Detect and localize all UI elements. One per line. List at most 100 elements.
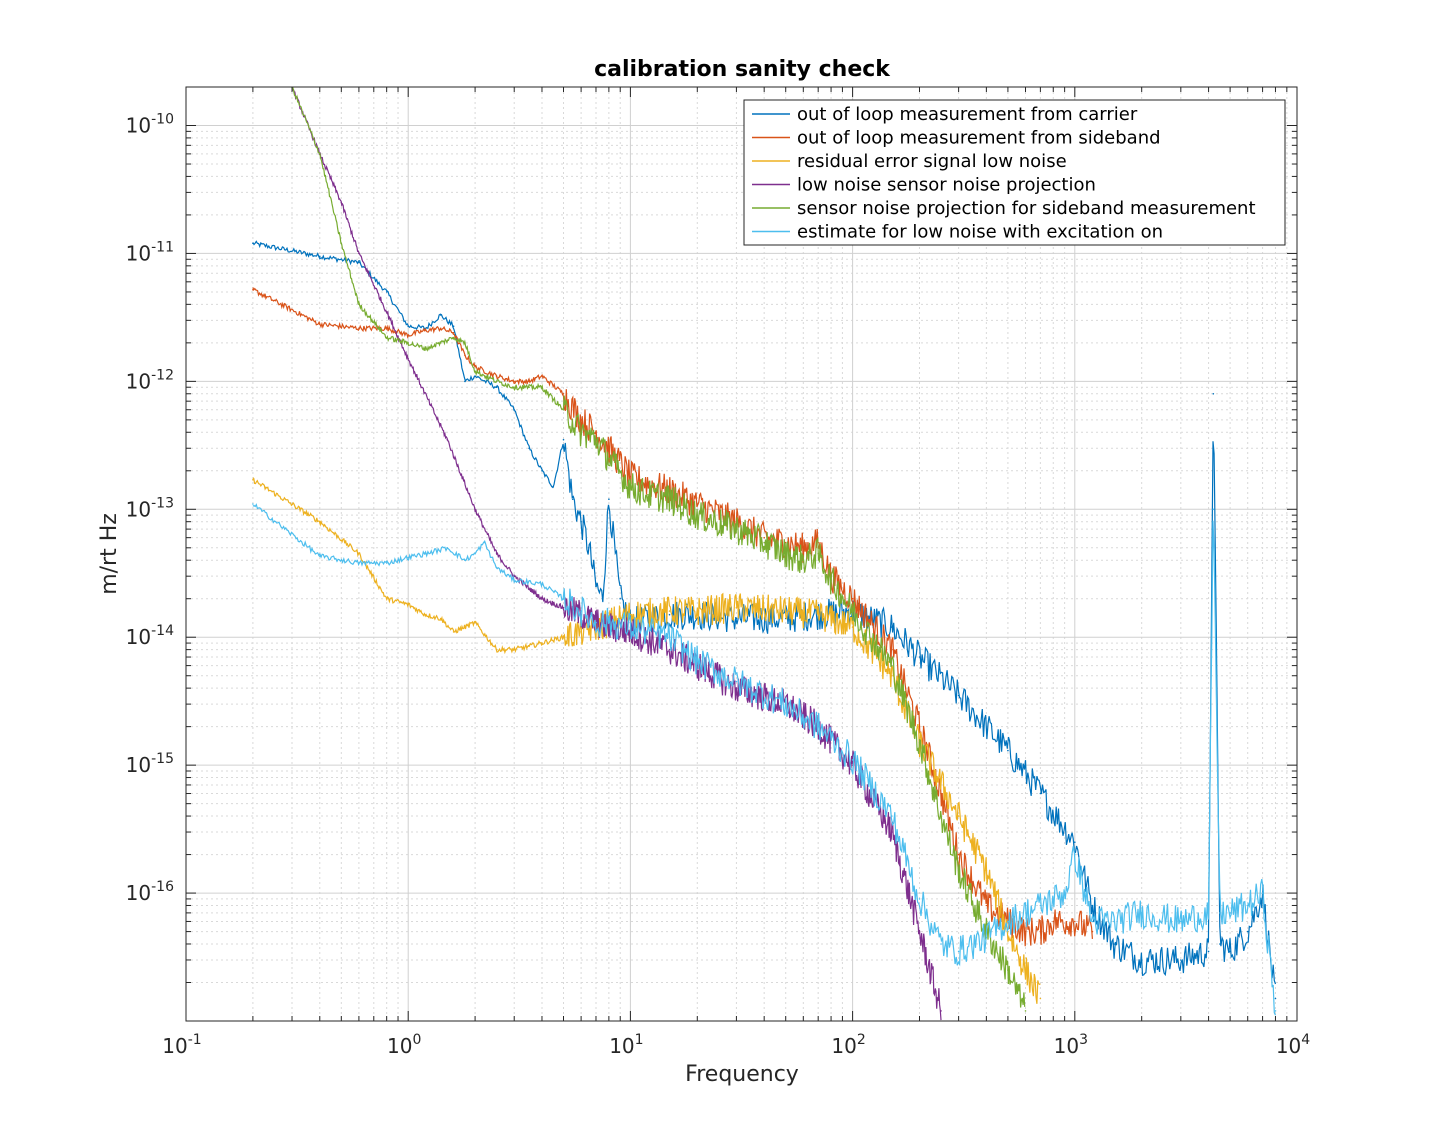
series-1-point [1007, 749, 1009, 752]
series-1-point [1074, 841, 1076, 843]
series-5-point [580, 431, 582, 434]
series-1-point [528, 447, 530, 450]
legend-label: out of loop measurement from sideband [797, 128, 1161, 149]
series-5-point [918, 741, 921, 744]
series-3-point [890, 674, 893, 677]
axis-ticks [185, 86, 1298, 1021]
plot-frame [185, 86, 1298, 1022]
series-5-point [940, 815, 942, 817]
series-1-point [595, 585, 597, 588]
series-2-point [358, 327, 360, 330]
series-5-point [340, 242, 343, 245]
y-tick-label: 10-14 [126, 623, 174, 649]
series-6-point [358, 562, 360, 564]
series-3-point [541, 642, 543, 644]
series-2-point [319, 323, 321, 326]
series-2-point [385, 327, 388, 330]
series-3-point [252, 479, 254, 481]
series-3-point [562, 636, 565, 638]
series-3-point [385, 597, 388, 600]
y-axis-label: m/rt Hz [97, 513, 122, 595]
series-1-point [571, 498, 574, 501]
series-2-point [495, 375, 498, 377]
series-3-point [817, 613, 819, 616]
y-tick-exponent: -13 [151, 495, 174, 511]
series-6-point [252, 503, 254, 505]
series-3-point [464, 626, 466, 628]
series-1-point [452, 325, 455, 328]
series-1-point [735, 617, 738, 620]
series-3-point [580, 631, 582, 633]
series-1-point [385, 291, 388, 293]
y-tick-label: 10-10 [126, 112, 174, 138]
series-5-point [696, 514, 699, 516]
series-3-point [528, 645, 530, 647]
x-tick-exponent: 0 [412, 1032, 421, 1048]
series-6-point [1039, 904, 1042, 907]
series-2-point [513, 380, 515, 383]
series-1-point [918, 656, 921, 658]
series-1-point [1212, 393, 1215, 395]
legend: out of loop measurement from carrier out … [743, 99, 1286, 246]
series-5-point [830, 579, 832, 581]
series-6-point [474, 552, 476, 555]
series-5-point [407, 342, 410, 344]
series-5-point [319, 153, 321, 155]
legend-label: residual error signal low noise [797, 151, 1067, 172]
series-4-point [918, 930, 921, 933]
series-6-point [595, 621, 597, 624]
x-axis-label: Frequency [685, 1062, 799, 1087]
y-tick-label: 10-11 [126, 239, 174, 265]
series-5-point [763, 541, 765, 544]
series-3-point [474, 621, 476, 624]
y-tick-base: 10 [126, 114, 151, 138]
series-4-point [735, 687, 738, 689]
series-4-point [541, 597, 543, 600]
series-5-point [474, 370, 476, 373]
series-5-point [668, 498, 671, 501]
series-2-point [940, 792, 942, 795]
x-tick-base: 10 [162, 1034, 187, 1058]
x-tick-exponent: -1 [188, 1032, 202, 1048]
series-3-point [784, 610, 787, 612]
series-3-point [668, 610, 671, 612]
series-5-point [562, 408, 565, 411]
series-6-point [385, 562, 388, 564]
series-4-point [474, 508, 476, 511]
series-1-point [668, 613, 671, 616]
y-tick-exponent: -15 [151, 751, 174, 767]
x-tick-label: 103 [1054, 1032, 1088, 1058]
y-tick-exponent: -16 [151, 879, 174, 895]
series-5-point [439, 342, 442, 344]
series-2-point [1052, 920, 1055, 923]
series-1-point [541, 470, 543, 472]
series-layer [252, 87, 1277, 1021]
series-1-point [513, 408, 515, 411]
series-4-point [668, 648, 671, 651]
series-6-point [1063, 892, 1066, 894]
series-5-point [802, 559, 805, 561]
y-tick-exponent: -11 [151, 239, 174, 255]
series-6-point [1219, 912, 1221, 914]
series-3-point [358, 552, 360, 555]
y-tick-base: 10 [126, 625, 151, 649]
series-3-point [452, 631, 455, 633]
series-3-point [985, 869, 988, 872]
y-tick-exponent: -10 [151, 112, 174, 128]
series-1-point [1039, 792, 1042, 795]
series-5-point [541, 386, 543, 389]
series-1-point [601, 597, 604, 600]
series-4-point [495, 552, 498, 555]
series-5-point [647, 493, 649, 496]
series-6-point [817, 725, 819, 728]
series-1-point [1219, 943, 1221, 945]
series-5-point [817, 552, 819, 555]
series-2-point [439, 327, 442, 330]
series-1-point [1113, 943, 1115, 945]
series-6-point [407, 556, 410, 559]
series-2-point [647, 482, 649, 485]
series-1-point [1246, 930, 1249, 933]
series-6-point [851, 759, 854, 761]
series-2-point [1091, 930, 1094, 933]
